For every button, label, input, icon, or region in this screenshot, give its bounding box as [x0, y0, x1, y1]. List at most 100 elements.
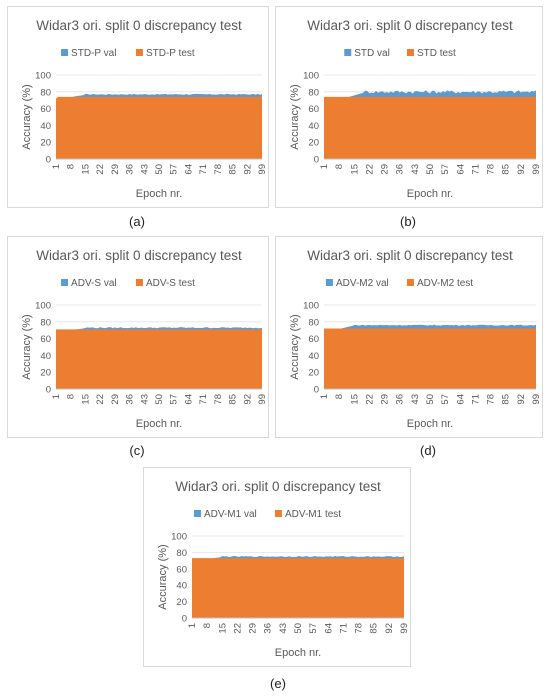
x-axis-label: Epoch nr.	[136, 188, 182, 200]
caption-c: (c)	[129, 443, 145, 458]
y-tick-label: 20	[40, 138, 51, 149]
area-test	[324, 328, 536, 389]
y-tick-label: 0	[182, 614, 187, 625]
x-tick-label: 1	[319, 394, 330, 399]
y-tick-label: 40	[40, 351, 51, 362]
x-tick-label: 22	[232, 623, 243, 634]
y-tick-label: 40	[176, 581, 187, 592]
y-tick-label: 80	[40, 317, 51, 328]
x-tick-label: 22	[95, 164, 106, 175]
x-tick-label: 71	[198, 394, 209, 405]
x-tick-label: 36	[263, 623, 274, 634]
x-tick-label: 92	[242, 164, 253, 175]
caption-e: (e)	[270, 676, 286, 691]
x-tick-label: 99	[531, 164, 542, 175]
legend-label-val: ADV-S val	[71, 278, 117, 289]
x-tick-label: 78	[213, 394, 224, 405]
x-tick-label: 57	[440, 164, 451, 175]
legend-swatch-test	[406, 49, 414, 56]
caption-a: (a)	[129, 214, 145, 229]
x-tick-label: 78	[486, 164, 497, 175]
x-tick-label: 57	[440, 394, 451, 405]
legend-swatch-val	[61, 279, 69, 286]
x-tick-label: 22	[95, 394, 106, 405]
legend-label-val: STD-P val	[71, 48, 116, 59]
legend-swatch-val	[61, 49, 69, 56]
x-tick-label: 29	[380, 164, 391, 175]
chart-e-frame: Widar3 ori. split 0 discrepancy test ADV-…	[143, 467, 411, 667]
x-tick-label: 36	[395, 394, 406, 405]
chart-title: Widar3 ori. split 0 discrepancy test	[175, 479, 381, 494]
x-tick-label: 85	[501, 164, 512, 175]
y-tick-label: 0	[46, 385, 51, 396]
x-tick-label: 22	[364, 394, 375, 405]
chart-b: Widar3 ori. split 0 discrepancy test STD …	[289, 18, 542, 200]
x-tick-label: 50	[293, 623, 304, 634]
y-tick-label: 60	[308, 334, 319, 345]
y-tick-label: 100	[35, 301, 51, 312]
x-tick-label: 15	[80, 164, 91, 175]
legend-label-test: STD test	[417, 48, 456, 59]
x-tick-label: 43	[410, 164, 421, 175]
y-tick-label: 60	[308, 104, 319, 115]
legend-swatch-val	[325, 279, 333, 286]
x-tick-label: 92	[384, 623, 395, 634]
chart-title: Widar3 ori. split 0 discrepancy test	[307, 248, 513, 263]
x-tick-label: 15	[349, 394, 360, 405]
x-tick-label: 64	[183, 164, 194, 175]
legend-swatch-val	[344, 49, 352, 56]
x-tick-label: 43	[278, 623, 289, 634]
chart-title: Widar3 ori. split 0 discrepancy test	[307, 18, 513, 33]
x-tick-label: 78	[213, 164, 224, 175]
legend-label-test: ADV-M1 test	[285, 509, 341, 520]
y-tick-label: 40	[40, 121, 51, 132]
y-tick-label: 100	[303, 301, 319, 312]
legend-swatch-test	[406, 279, 414, 286]
y-tick-label: 100	[303, 71, 319, 82]
x-tick-label: 71	[470, 394, 481, 405]
y-tick-label: 0	[314, 155, 319, 166]
chart-a: Widar3 ori. split 0 discrepancy test STD-…	[21, 18, 268, 200]
y-tick-label: 0	[314, 385, 319, 396]
x-axis-label: Epoch nr.	[407, 188, 453, 200]
x-tick-label: 85	[228, 394, 239, 405]
x-tick-label: 57	[308, 623, 319, 634]
y-axis-label: Accuracy (%)	[21, 314, 33, 379]
x-axis-label: Epoch nr.	[136, 418, 182, 430]
y-tick-label: 20	[308, 138, 319, 149]
x-tick-label: 64	[323, 623, 334, 634]
x-tick-label: 36	[125, 394, 136, 405]
x-tick-label: 15	[349, 164, 360, 175]
y-tick-label: 100	[171, 532, 187, 543]
y-tick-label: 20	[176, 597, 187, 608]
legend-swatch-val	[193, 510, 201, 517]
x-axis-label: Epoch nr.	[275, 647, 321, 659]
x-tick-label: 1	[51, 164, 62, 169]
x-tick-label: 36	[125, 164, 136, 175]
x-tick-label: 50	[425, 164, 436, 175]
x-tick-label: 50	[154, 164, 165, 175]
x-tick-label: 71	[338, 623, 349, 634]
area-test	[56, 96, 262, 159]
x-tick-label: 50	[425, 394, 436, 405]
x-tick-label: 99	[257, 394, 268, 405]
x-tick-label: 92	[516, 394, 527, 405]
x-tick-label: 92	[516, 164, 527, 175]
x-tick-label: 43	[139, 164, 150, 175]
x-tick-label: 8	[66, 394, 77, 399]
x-tick-label: 36	[395, 164, 406, 175]
y-tick-label: 40	[308, 121, 319, 132]
caption-d: (d)	[420, 443, 436, 458]
x-axis-label: Epoch nr.	[407, 418, 453, 430]
legend-label-val: ADV-M2 val	[336, 278, 389, 289]
x-tick-label: 43	[410, 394, 421, 405]
x-tick-label: 15	[80, 394, 91, 405]
x-tick-label: 99	[531, 394, 542, 405]
x-tick-label: 78	[486, 394, 497, 405]
x-tick-label: 71	[470, 164, 481, 175]
x-tick-label: 99	[257, 164, 268, 175]
chart-d: Widar3 ori. split 0 discrepancy test ADV-…	[289, 248, 542, 430]
x-tick-label: 64	[183, 394, 194, 405]
y-tick-label: 40	[308, 351, 319, 362]
x-tick-label: 22	[364, 164, 375, 175]
